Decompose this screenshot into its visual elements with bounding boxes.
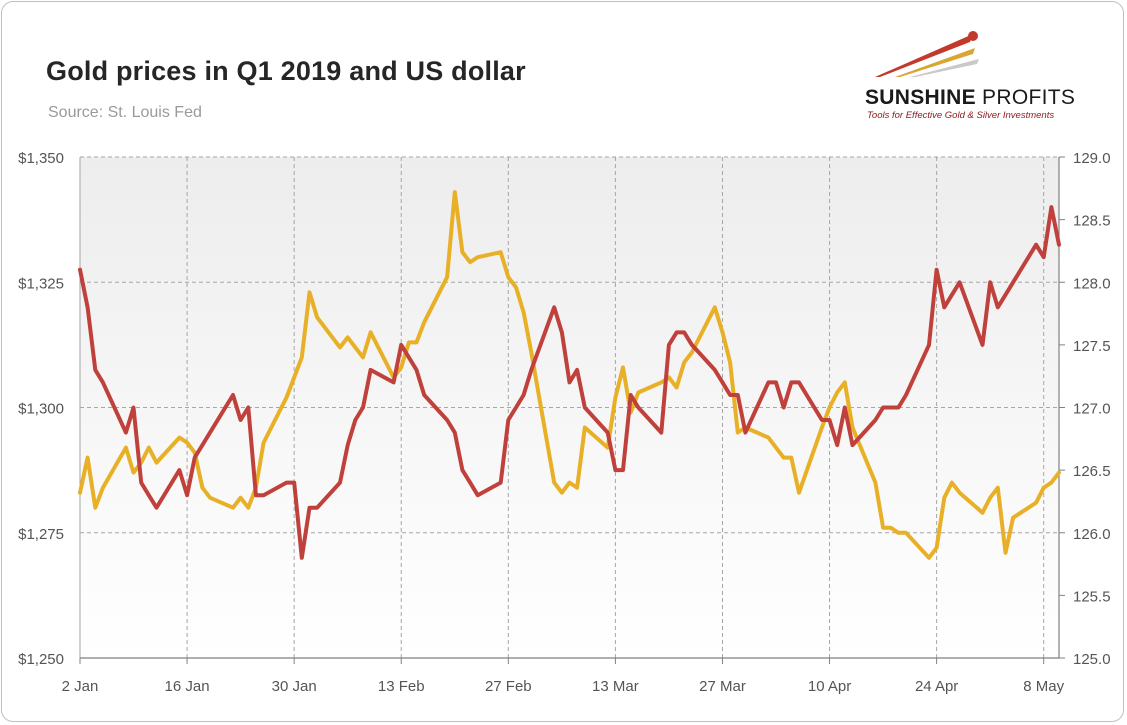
y-right-tick-label: 126.5 (1073, 463, 1111, 480)
x-tick-label: 24 Apr (915, 678, 958, 695)
right-axis-labels: 125.0 125.5 126.0 126.5 127.0 127.5 128.0 128.5… (1059, 150, 1111, 668)
y-left-tick-label: $1,350 (18, 150, 64, 167)
x-tick-label: 27 Mar (699, 678, 746, 695)
chart-source: Source: St. Louis Fed (48, 104, 202, 121)
series-us-dollar-line (78, 205, 1061, 560)
y-right-tick-label: 128.0 (1073, 275, 1111, 292)
x-tick-label: 8 May (1023, 678, 1064, 695)
y-left-tick-label: $1,325 (18, 275, 64, 292)
sunshine-profits-logo: SUNSHINE PROFITS Tools for Effective Gol… (855, 22, 1085, 132)
logo-tagline: Tools for Effective Gold & Silver Invest… (867, 110, 1055, 121)
x-tick-label: 10 Apr (808, 678, 851, 695)
y-left-tick-label: $1,250 (18, 651, 64, 668)
x-tick-label: 13 Mar (592, 678, 639, 695)
y-right-tick-label: 125.5 (1073, 588, 1111, 605)
logo-name: SUNSHINE PROFITS (865, 86, 1076, 109)
x-axis-labels: 2 Jan 16 Jan 30 Jan 13 Feb 27 Feb 13 Mar 27 Ma… (62, 658, 1065, 695)
chart-title: Gold prices in Q1 2019 and US dollar (46, 56, 526, 86)
x-tick-label: 13 Feb (378, 678, 425, 695)
y-right-tick-label: 129.0 (1073, 150, 1111, 167)
y-right-tick-label: 126.0 (1073, 526, 1111, 543)
x-tick-label: 27 Feb (485, 678, 532, 695)
y-right-tick-label: 127.5 (1073, 338, 1111, 355)
y-left-tick-label: $1,275 (18, 526, 64, 543)
y-right-tick-label: 125.0 (1073, 651, 1111, 668)
y-right-tick-label: 128.5 (1073, 213, 1111, 230)
y-left-tick-label: $1,300 (18, 401, 64, 418)
x-tick-label: 2 Jan (62, 678, 99, 695)
swoosh-logo-icon (875, 31, 979, 77)
series-gold-price-line (78, 190, 1061, 560)
x-tick-label: 16 Jan (165, 678, 210, 695)
x-tick-label: 30 Jan (272, 678, 317, 695)
left-axis-labels: $1,250 $1,275 $1,300 $1,325 $1,350 (18, 150, 64, 668)
y-right-tick-label: 127.0 (1073, 401, 1111, 418)
